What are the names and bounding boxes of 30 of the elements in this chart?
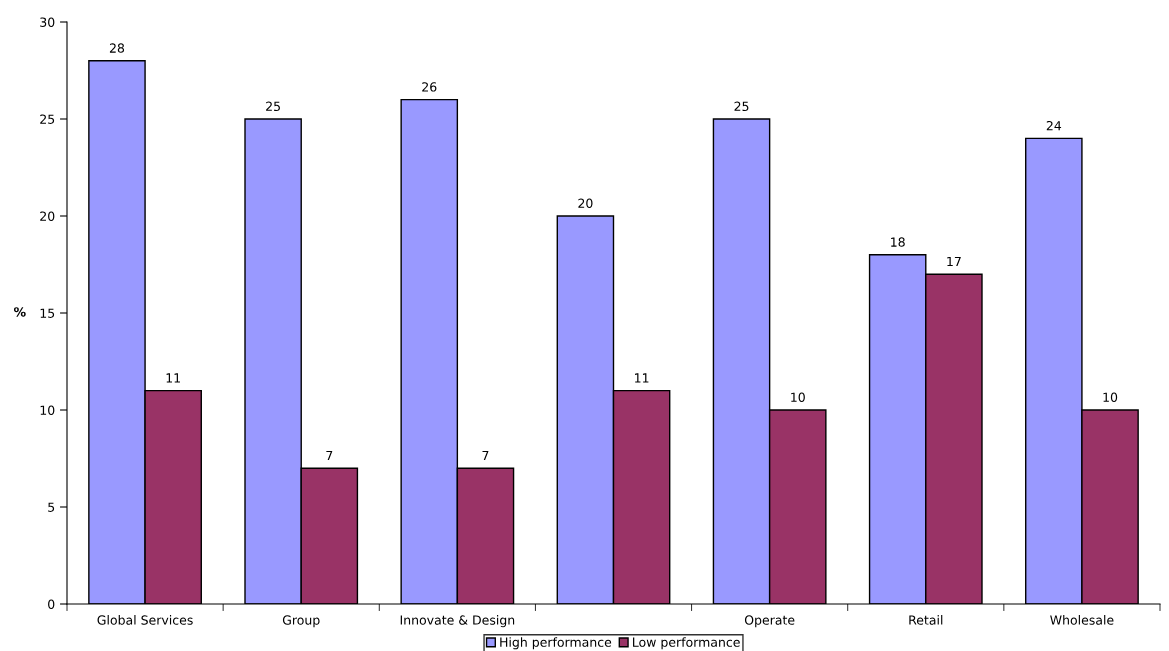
data-label: 11 xyxy=(166,373,180,383)
x-tick-label: Wholesale xyxy=(1050,615,1114,625)
y-tick-label: 20 xyxy=(40,211,55,221)
data-label: 11 xyxy=(635,373,649,383)
y-axis-title: % xyxy=(13,307,26,317)
data-label: 24 xyxy=(1046,120,1062,131)
data-label: 25 xyxy=(266,101,280,112)
legend-label: High performance xyxy=(500,637,612,650)
x-tick-label: Global Services xyxy=(97,615,193,625)
data-label: 7 xyxy=(482,450,489,461)
legend-label: Low performance xyxy=(633,637,740,650)
y-tick-label: 30 xyxy=(40,17,55,27)
data-label: 17 xyxy=(947,256,961,267)
data-label: 25 xyxy=(734,101,749,112)
x-tick-label: Innovate & Design xyxy=(400,615,515,628)
y-tick-label: 5 xyxy=(48,502,55,512)
x-tick-label: Group xyxy=(282,615,320,628)
data-label: 10 xyxy=(791,392,805,403)
data-label: 10 xyxy=(1103,392,1118,403)
y-tick-label: 25 xyxy=(40,114,55,124)
y-tick-label: 15 xyxy=(40,308,55,318)
data-label: 26 xyxy=(422,82,437,92)
y-tick-label: 10 xyxy=(40,405,55,415)
x-tick-label: Operate xyxy=(744,615,795,628)
x-tick-label: Retail xyxy=(909,615,943,625)
data-label: 20 xyxy=(578,198,593,209)
data-label: 28 xyxy=(109,43,125,53)
y-tick-label: 0 xyxy=(48,599,55,609)
data-label: 18 xyxy=(891,237,905,247)
data-label: 7 xyxy=(326,450,333,461)
